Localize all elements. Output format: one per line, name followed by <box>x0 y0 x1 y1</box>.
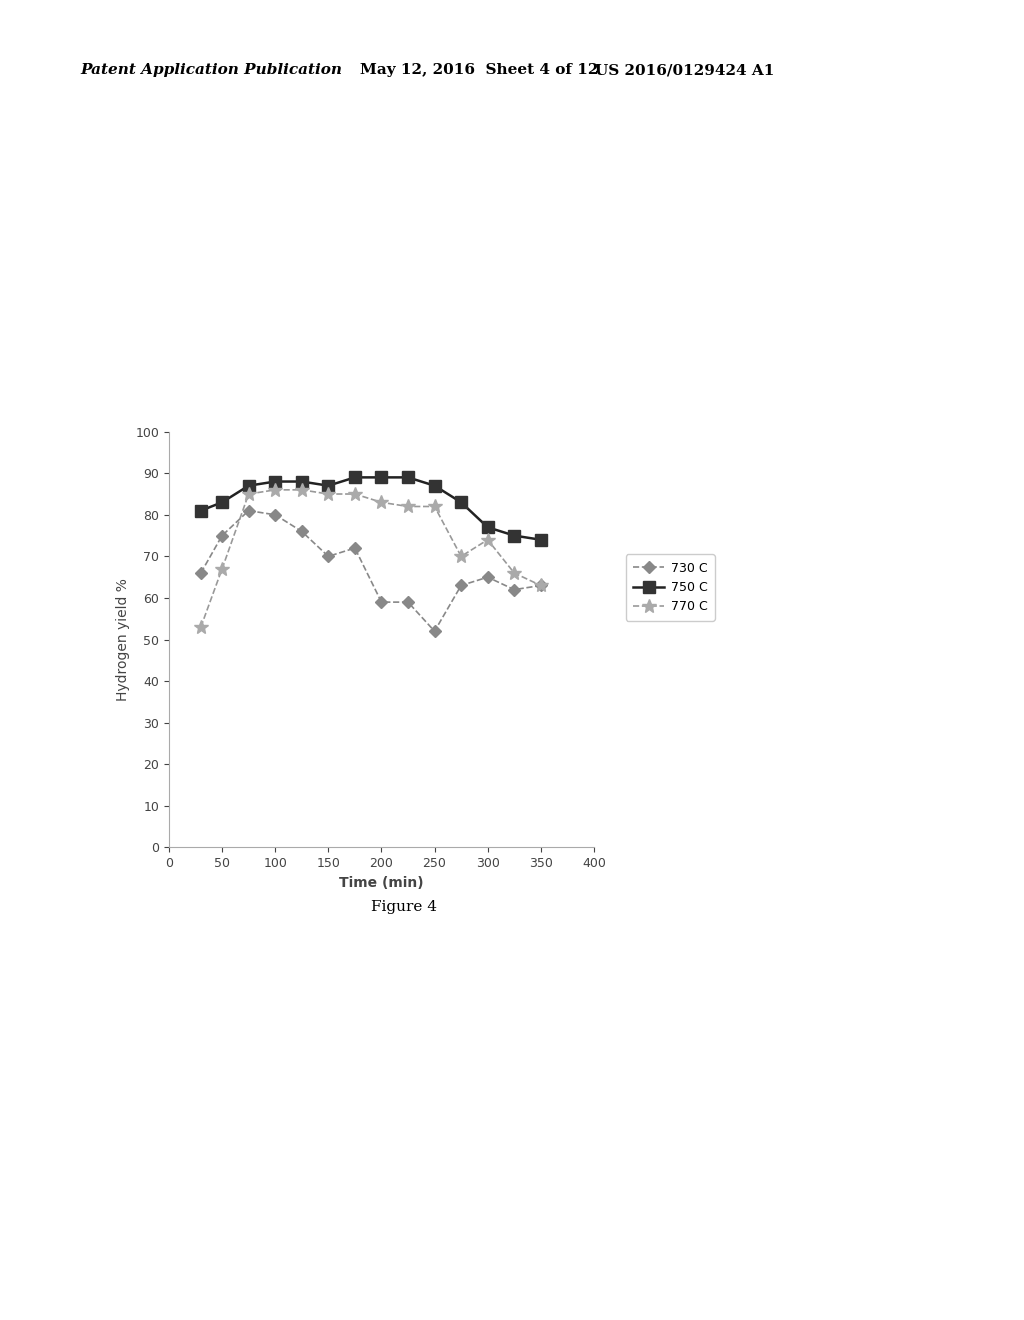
730 C <box>216 528 228 544</box>
750 C <box>375 470 387 486</box>
750 C <box>508 528 520 544</box>
Text: Patent Application Publication: Patent Application Publication <box>80 63 342 78</box>
Line: 750 C: 750 C <box>196 471 547 545</box>
730 C <box>401 594 414 610</box>
730 C <box>455 578 467 594</box>
X-axis label: Time (min): Time (min) <box>339 875 424 890</box>
730 C <box>296 524 308 540</box>
750 C <box>269 474 282 490</box>
770 C <box>535 578 547 594</box>
770 C <box>323 486 335 502</box>
Text: US 2016/0129424 A1: US 2016/0129424 A1 <box>595 63 774 78</box>
730 C <box>508 582 520 598</box>
750 C <box>401 470 414 486</box>
770 C <box>375 495 387 511</box>
730 C <box>535 578 547 594</box>
750 C <box>349 470 361 486</box>
750 C <box>535 532 547 548</box>
770 C <box>455 549 467 565</box>
770 C <box>508 565 520 581</box>
770 C <box>428 499 440 515</box>
750 C <box>481 519 494 535</box>
730 C <box>323 549 335 565</box>
750 C <box>216 495 228 511</box>
770 C <box>401 499 414 515</box>
770 C <box>349 486 361 502</box>
Legend: 730 C, 750 C, 770 C: 730 C, 750 C, 770 C <box>626 554 715 620</box>
Y-axis label: Hydrogen yield %: Hydrogen yield % <box>116 578 130 701</box>
730 C <box>195 565 207 581</box>
770 C <box>269 482 282 498</box>
Line: 730 C: 730 C <box>197 507 545 635</box>
770 C <box>195 619 207 635</box>
770 C <box>296 482 308 498</box>
750 C <box>428 478 440 494</box>
730 C <box>481 569 494 585</box>
730 C <box>269 507 282 523</box>
770 C <box>216 561 228 577</box>
730 C <box>349 540 361 556</box>
730 C <box>243 503 255 519</box>
Text: Figure 4: Figure 4 <box>372 900 437 915</box>
Line: 770 C: 770 C <box>194 483 548 634</box>
750 C <box>455 495 467 511</box>
750 C <box>323 478 335 494</box>
770 C <box>481 532 494 548</box>
730 C <box>375 594 387 610</box>
750 C <box>243 478 255 494</box>
750 C <box>296 474 308 490</box>
750 C <box>195 503 207 519</box>
730 C <box>428 623 440 639</box>
Text: May 12, 2016  Sheet 4 of 12: May 12, 2016 Sheet 4 of 12 <box>360 63 599 78</box>
770 C <box>243 486 255 502</box>
